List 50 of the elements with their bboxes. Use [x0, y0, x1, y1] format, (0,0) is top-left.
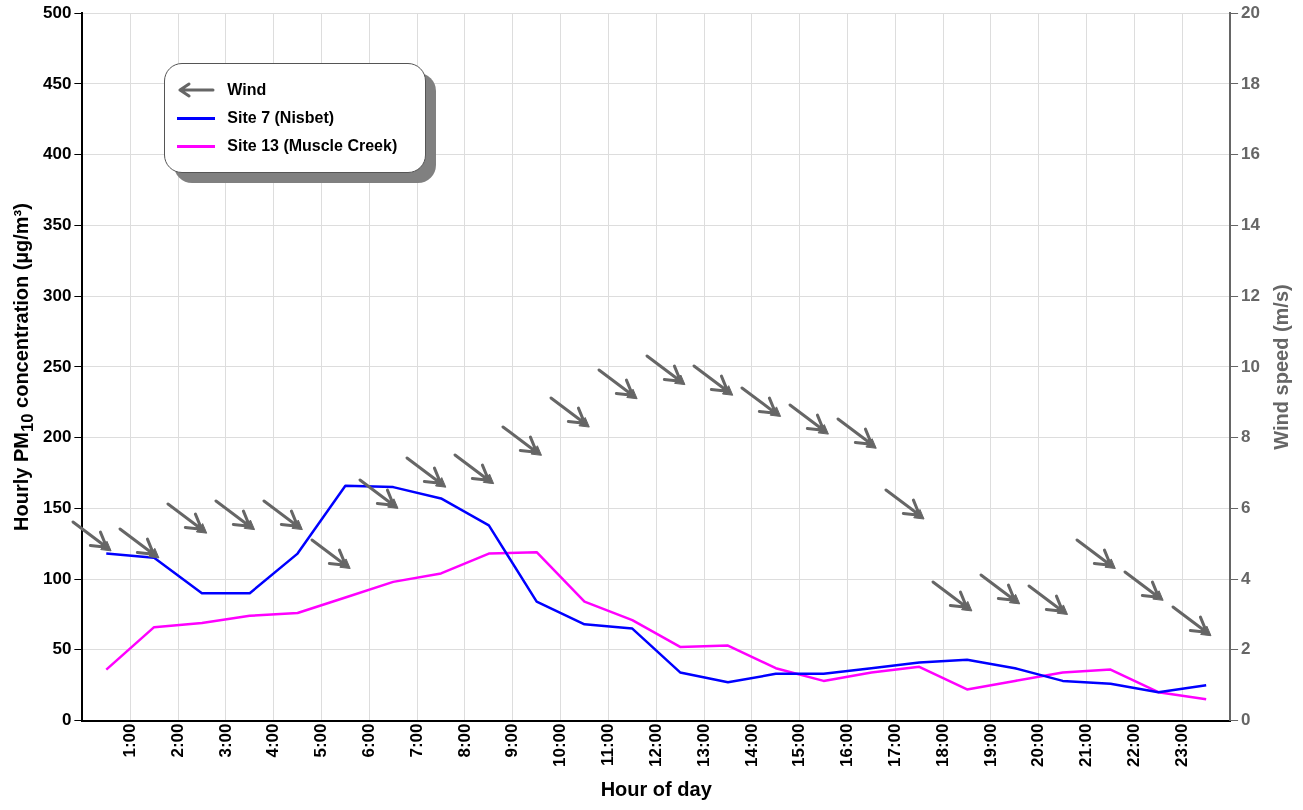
y-tick-label: 500 [42, 2, 72, 22]
x-tick-label: 20:00 [1028, 723, 1048, 767]
x-tick-label: 1:00 [119, 723, 139, 758]
y-tick-label: 0 [61, 710, 72, 730]
y2-axis-title: Wind speed (m/s) [1269, 284, 1293, 450]
y2-tick-label: 6 [1241, 498, 1251, 518]
x-tick-label: 23:00 [1171, 723, 1191, 767]
y2-tick-label: 0 [1241, 710, 1251, 730]
legend-label: Wind [227, 81, 267, 100]
legend-label: Site 13 (Muscle Creek) [227, 137, 398, 156]
x-tick-label: 15:00 [789, 723, 809, 767]
y2-tick-label: 18 [1241, 73, 1261, 93]
y2-tick-label: 20 [1241, 2, 1261, 22]
y2-tick-label: 16 [1241, 144, 1261, 164]
x-tick-label: 16:00 [837, 723, 857, 767]
y2-tick-label: 2 [1241, 639, 1251, 659]
y-tick-label: 200 [42, 427, 72, 447]
x-tick-label: 12:00 [645, 723, 665, 767]
x-tick-label: 13:00 [693, 723, 713, 767]
x-tick-label: 3:00 [215, 723, 235, 758]
x-tick-label: 9:00 [502, 723, 522, 758]
x-tick-label: 8:00 [454, 723, 474, 758]
x-axis-title: Hour of day [600, 778, 712, 801]
y-tick-label: 100 [42, 568, 72, 588]
y2-tick-label: 14 [1241, 215, 1261, 235]
x-tick-label: 5:00 [311, 723, 331, 758]
y-tick-label: 450 [42, 73, 72, 93]
x-tick-label: 18:00 [932, 723, 952, 767]
x-tick-label: 10:00 [550, 723, 570, 767]
x-tick-label: 21:00 [1076, 723, 1096, 767]
x-tick-label: 6:00 [358, 723, 378, 758]
y-tick-label: 50 [52, 639, 72, 659]
x-tick-label: 2:00 [167, 723, 187, 758]
y2-tick-label: 12 [1241, 285, 1261, 305]
y2-tick-label: 10 [1241, 356, 1261, 376]
y2-tick-label: 4 [1241, 568, 1252, 588]
x-tick-label: 4:00 [263, 723, 283, 758]
legend-label: Site 7 (Nisbet) [227, 109, 335, 128]
y-tick-label: 250 [42, 356, 72, 376]
y-tick-label: 150 [42, 498, 72, 518]
x-tick-label: 7:00 [406, 723, 426, 758]
y-tick-label: 350 [42, 215, 72, 235]
x-tick-label: 22:00 [1124, 723, 1144, 767]
y-tick-label: 400 [42, 144, 72, 164]
x-tick-label: 11:00 [598, 723, 618, 767]
x-tick-label: 14:00 [741, 723, 761, 767]
y2-tick-label: 8 [1241, 427, 1251, 447]
y-tick-label: 300 [42, 285, 72, 305]
x-tick-label: 19:00 [980, 723, 1000, 767]
x-tick-label: 17:00 [885, 723, 905, 767]
